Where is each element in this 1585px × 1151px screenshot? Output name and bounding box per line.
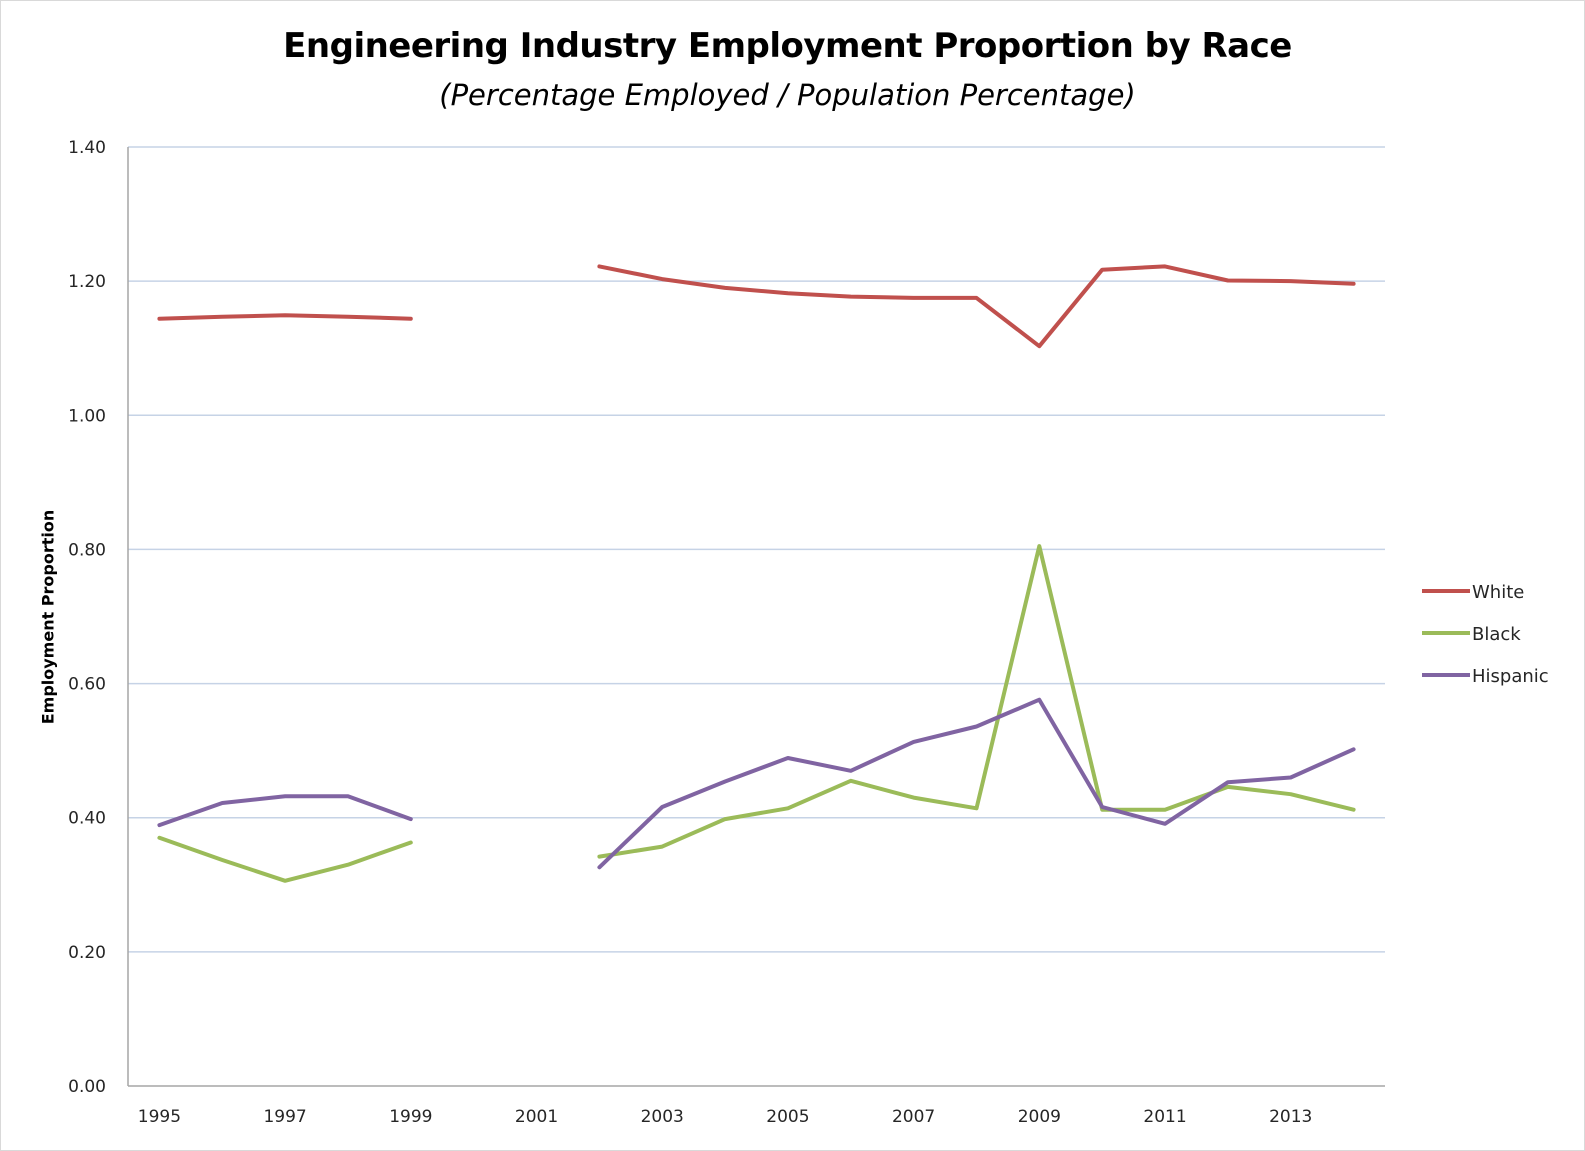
legend-label-black: Black bbox=[1472, 624, 1521, 645]
series-line-black bbox=[157, 835, 413, 883]
y-tick-label: 0.00 bbox=[68, 1077, 106, 1097]
x-tick-label: 2003 bbox=[641, 1107, 684, 1127]
x-tick-label: 1999 bbox=[389, 1107, 432, 1127]
x-tick-label: 2009 bbox=[1018, 1107, 1061, 1127]
series-line-hispanic bbox=[157, 794, 413, 828]
x-tick-label: 2007 bbox=[892, 1107, 935, 1127]
y-tick-label: 1.00 bbox=[68, 406, 106, 426]
series-line-white bbox=[157, 313, 413, 321]
x-tick-label: 2001 bbox=[515, 1107, 558, 1127]
y-tick-label: 1.40 bbox=[68, 138, 106, 158]
legend-label-white: White bbox=[1472, 582, 1524, 603]
x-tick-label: 2013 bbox=[1269, 1107, 1312, 1127]
y-tick-label: 0.40 bbox=[68, 809, 106, 829]
legend-label-hispanic: Hispanic bbox=[1472, 666, 1549, 687]
x-tick-label: 1995 bbox=[138, 1107, 181, 1127]
chart-subtitle: (Percentage Employed / Population Percen… bbox=[439, 78, 1136, 112]
y-tick-label: 1.20 bbox=[68, 272, 106, 292]
chart-title: Engineering Industry Employment Proporti… bbox=[283, 26, 1292, 66]
series-line-white bbox=[597, 264, 1356, 349]
x-tick-label: 1997 bbox=[263, 1107, 306, 1127]
x-tick-label: 2005 bbox=[766, 1107, 809, 1127]
x-tick-label: 2011 bbox=[1143, 1107, 1186, 1127]
y-tick-label: 0.80 bbox=[68, 540, 106, 560]
y-tick-label: 0.20 bbox=[68, 943, 106, 963]
y-tick-label: 0.60 bbox=[68, 675, 106, 695]
series-line-hispanic bbox=[597, 697, 1356, 870]
series-line-black bbox=[597, 544, 1356, 859]
